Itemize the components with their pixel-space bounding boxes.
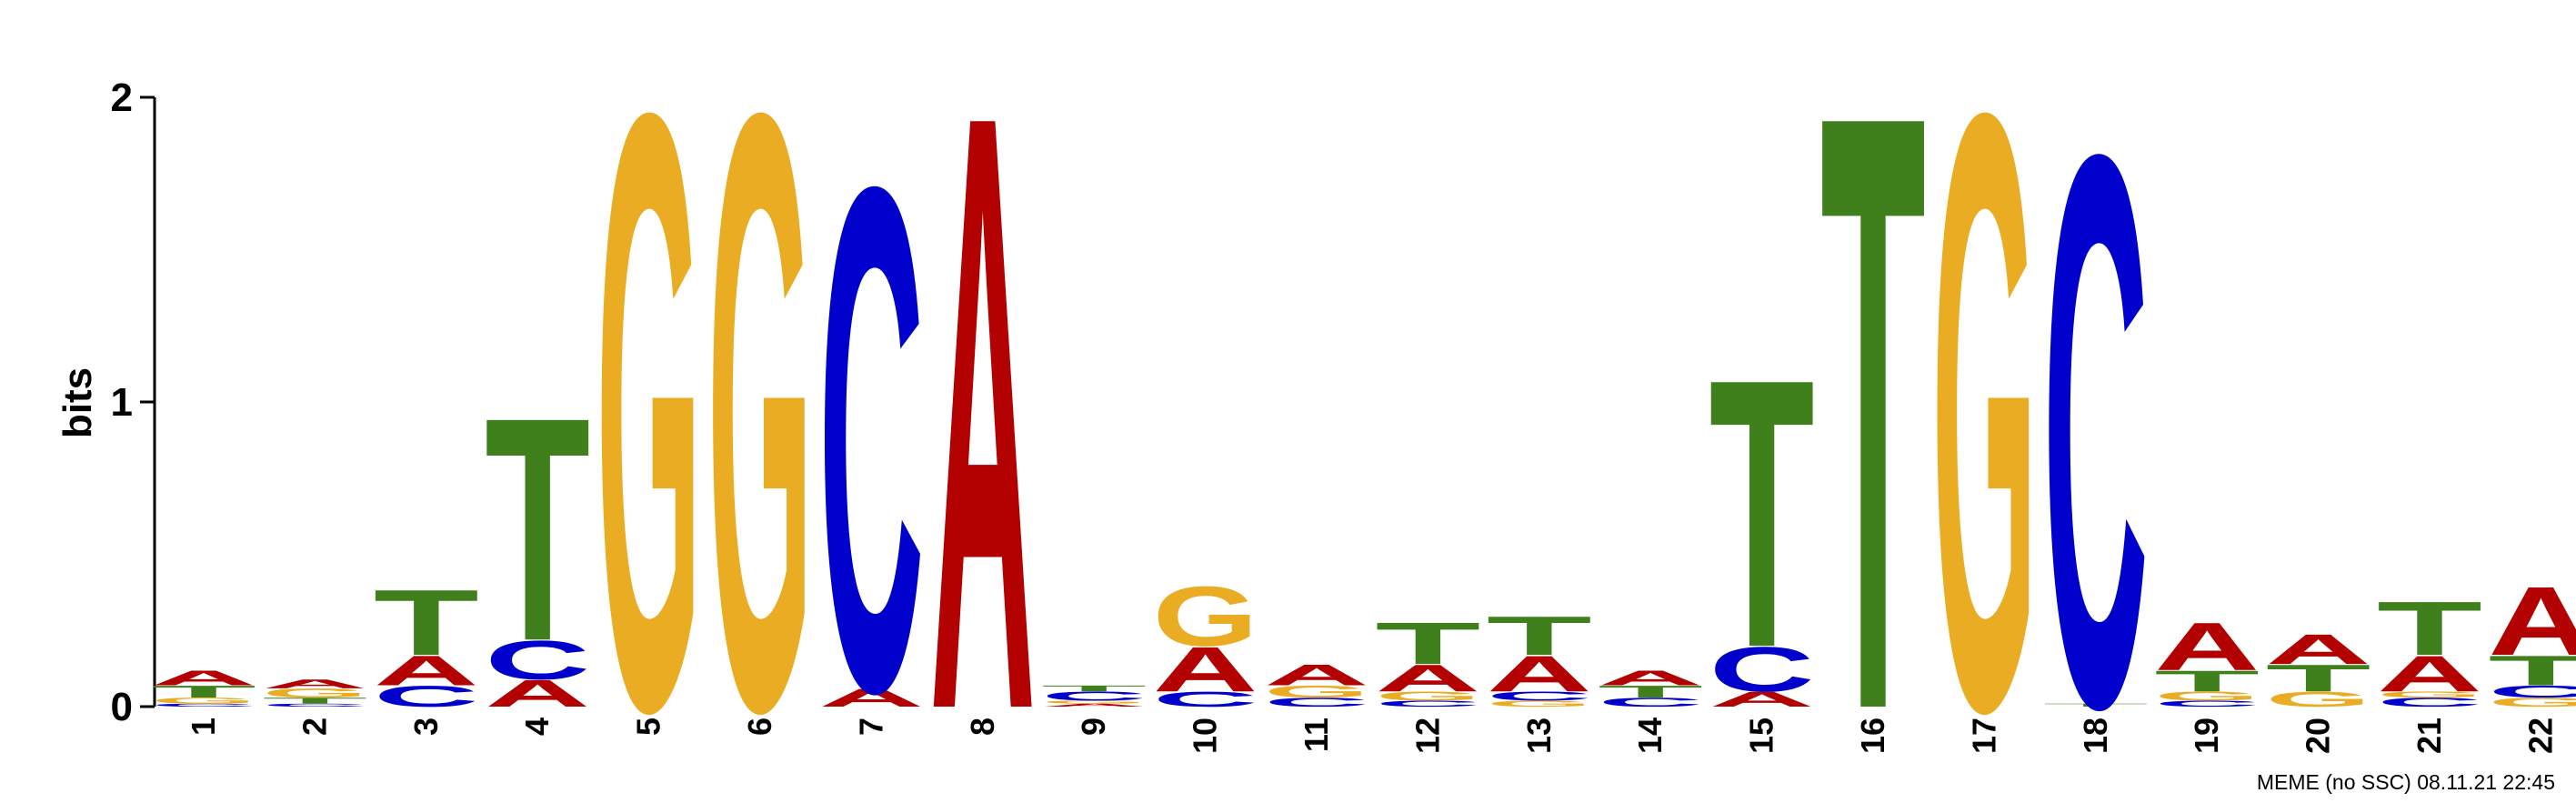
letter-glyph: T xyxy=(151,682,256,701)
letter-glyph: G xyxy=(262,686,367,700)
y-axis-label: bits xyxy=(55,367,100,438)
letter-glyph: C xyxy=(2154,699,2260,708)
letter-glyph: T xyxy=(2488,647,2576,695)
x-tick-label: 15 xyxy=(1743,718,1780,754)
x-tick-label: 5 xyxy=(630,718,667,736)
letter-glyph: G xyxy=(1375,689,1480,704)
letter-glyph: C xyxy=(2377,695,2482,709)
letter-glyph: A xyxy=(2154,608,2260,685)
letter-glyph: G xyxy=(2377,690,2482,699)
x-tick-label: 12 xyxy=(1408,718,1446,754)
letter-glyph: G xyxy=(1931,0,2037,803)
letter-glyph: A xyxy=(374,647,479,695)
x-tick-label: 3 xyxy=(407,718,445,736)
letter-glyph: C xyxy=(1487,689,1592,704)
y-tick-label: 2 xyxy=(111,75,133,120)
letter-glyph: T xyxy=(1820,0,1926,803)
x-tick-label: 9 xyxy=(1075,718,1112,736)
letter-glyph: T xyxy=(1375,609,1480,677)
x-tick-label: 19 xyxy=(2188,718,2225,754)
letter-glyph: G xyxy=(2266,688,2371,711)
letter-glyph: C xyxy=(1153,688,1258,711)
letter-glyph: C xyxy=(151,703,256,708)
letter-glyph: G xyxy=(707,0,813,803)
letter-glyph: C xyxy=(1709,635,1815,706)
letter-glyph: T xyxy=(2154,665,2260,698)
letter-glyph: T xyxy=(2377,586,2482,672)
x-tick-label: 11 xyxy=(1298,718,1335,752)
letter-glyph: A xyxy=(1041,703,1147,708)
x-tick-label: 21 xyxy=(2411,718,2448,754)
letter-glyph: A xyxy=(1487,646,1592,702)
x-tick-label: 22 xyxy=(2521,718,2559,754)
letter-glyph: T xyxy=(2043,703,2149,708)
letter-glyph: A xyxy=(1375,657,1480,700)
x-tick-label: 2 xyxy=(296,718,333,736)
x-tick-label: 10 xyxy=(1187,718,1224,754)
letter-glyph: C xyxy=(2043,0,2149,803)
letter-glyph: T xyxy=(1598,682,1703,701)
footer: MEME (no SSC) 08.11.21 22:45 xyxy=(2257,770,2555,794)
letter-glyph: C xyxy=(1375,699,1480,708)
letter-glyph: C xyxy=(1264,695,1369,709)
letter-glyph: T xyxy=(2266,657,2371,700)
x-tick-label: 17 xyxy=(1965,718,2002,754)
letter-glyph: A xyxy=(2488,567,2576,677)
letter-glyph: C xyxy=(1041,689,1147,704)
x-tick-label: 8 xyxy=(964,718,1001,736)
letter-glyph: G xyxy=(151,696,256,705)
letter-glyph: G xyxy=(1487,699,1592,708)
letter-glyph: C xyxy=(1598,695,1703,709)
letter-glyph: A xyxy=(262,677,367,691)
x-tick-label: 16 xyxy=(1854,718,1891,754)
y-tick-label: 1 xyxy=(111,380,133,425)
letter-glyph: G xyxy=(2154,689,2260,704)
x-tick-label: 7 xyxy=(852,718,889,736)
x-tick-label: 14 xyxy=(1631,718,1669,754)
letter-glyph: T xyxy=(1487,605,1592,667)
letter-glyph: C xyxy=(485,629,590,691)
letter-glyph: C xyxy=(2488,682,2576,701)
letter-glyph: T xyxy=(1041,684,1147,693)
letter-glyph: A xyxy=(485,673,590,716)
x-tick-label: 6 xyxy=(741,718,778,736)
letter-glyph: C xyxy=(262,703,367,708)
x-tick-label: 18 xyxy=(2077,718,2114,754)
letter-glyph: G xyxy=(1153,568,1258,664)
y-tick-label: 0 xyxy=(111,685,133,729)
letter-glyph: A xyxy=(2377,646,2482,702)
letter-glyph: T xyxy=(262,696,367,705)
letter-glyph: A xyxy=(1264,658,1369,692)
letter-glyph: G xyxy=(1264,682,1369,701)
letter-glyph: G xyxy=(2488,695,2576,709)
letter-glyph: T xyxy=(374,570,479,676)
x-tick-label: 13 xyxy=(1520,718,1558,754)
x-tick-label: 4 xyxy=(518,718,556,736)
letter-glyph: C xyxy=(818,39,924,803)
letter-glyph: A xyxy=(818,684,924,712)
x-tick-label: 1 xyxy=(185,718,222,736)
letter-glyph: A xyxy=(1709,688,1815,711)
letter-glyph: G xyxy=(1041,699,1147,704)
letter-glyph: G xyxy=(596,0,702,803)
letter-glyph: T xyxy=(1709,299,1815,728)
letter-glyph: A xyxy=(1153,635,1258,706)
letter-glyph: A xyxy=(151,667,256,690)
letter-glyph: C xyxy=(374,680,479,714)
letter-glyph: T xyxy=(485,350,590,708)
x-tick-label: 20 xyxy=(2300,718,2337,754)
letter-glyph: A xyxy=(2266,626,2371,674)
letter-glyph: A xyxy=(1598,667,1703,690)
letter-glyph: A xyxy=(930,0,1036,803)
